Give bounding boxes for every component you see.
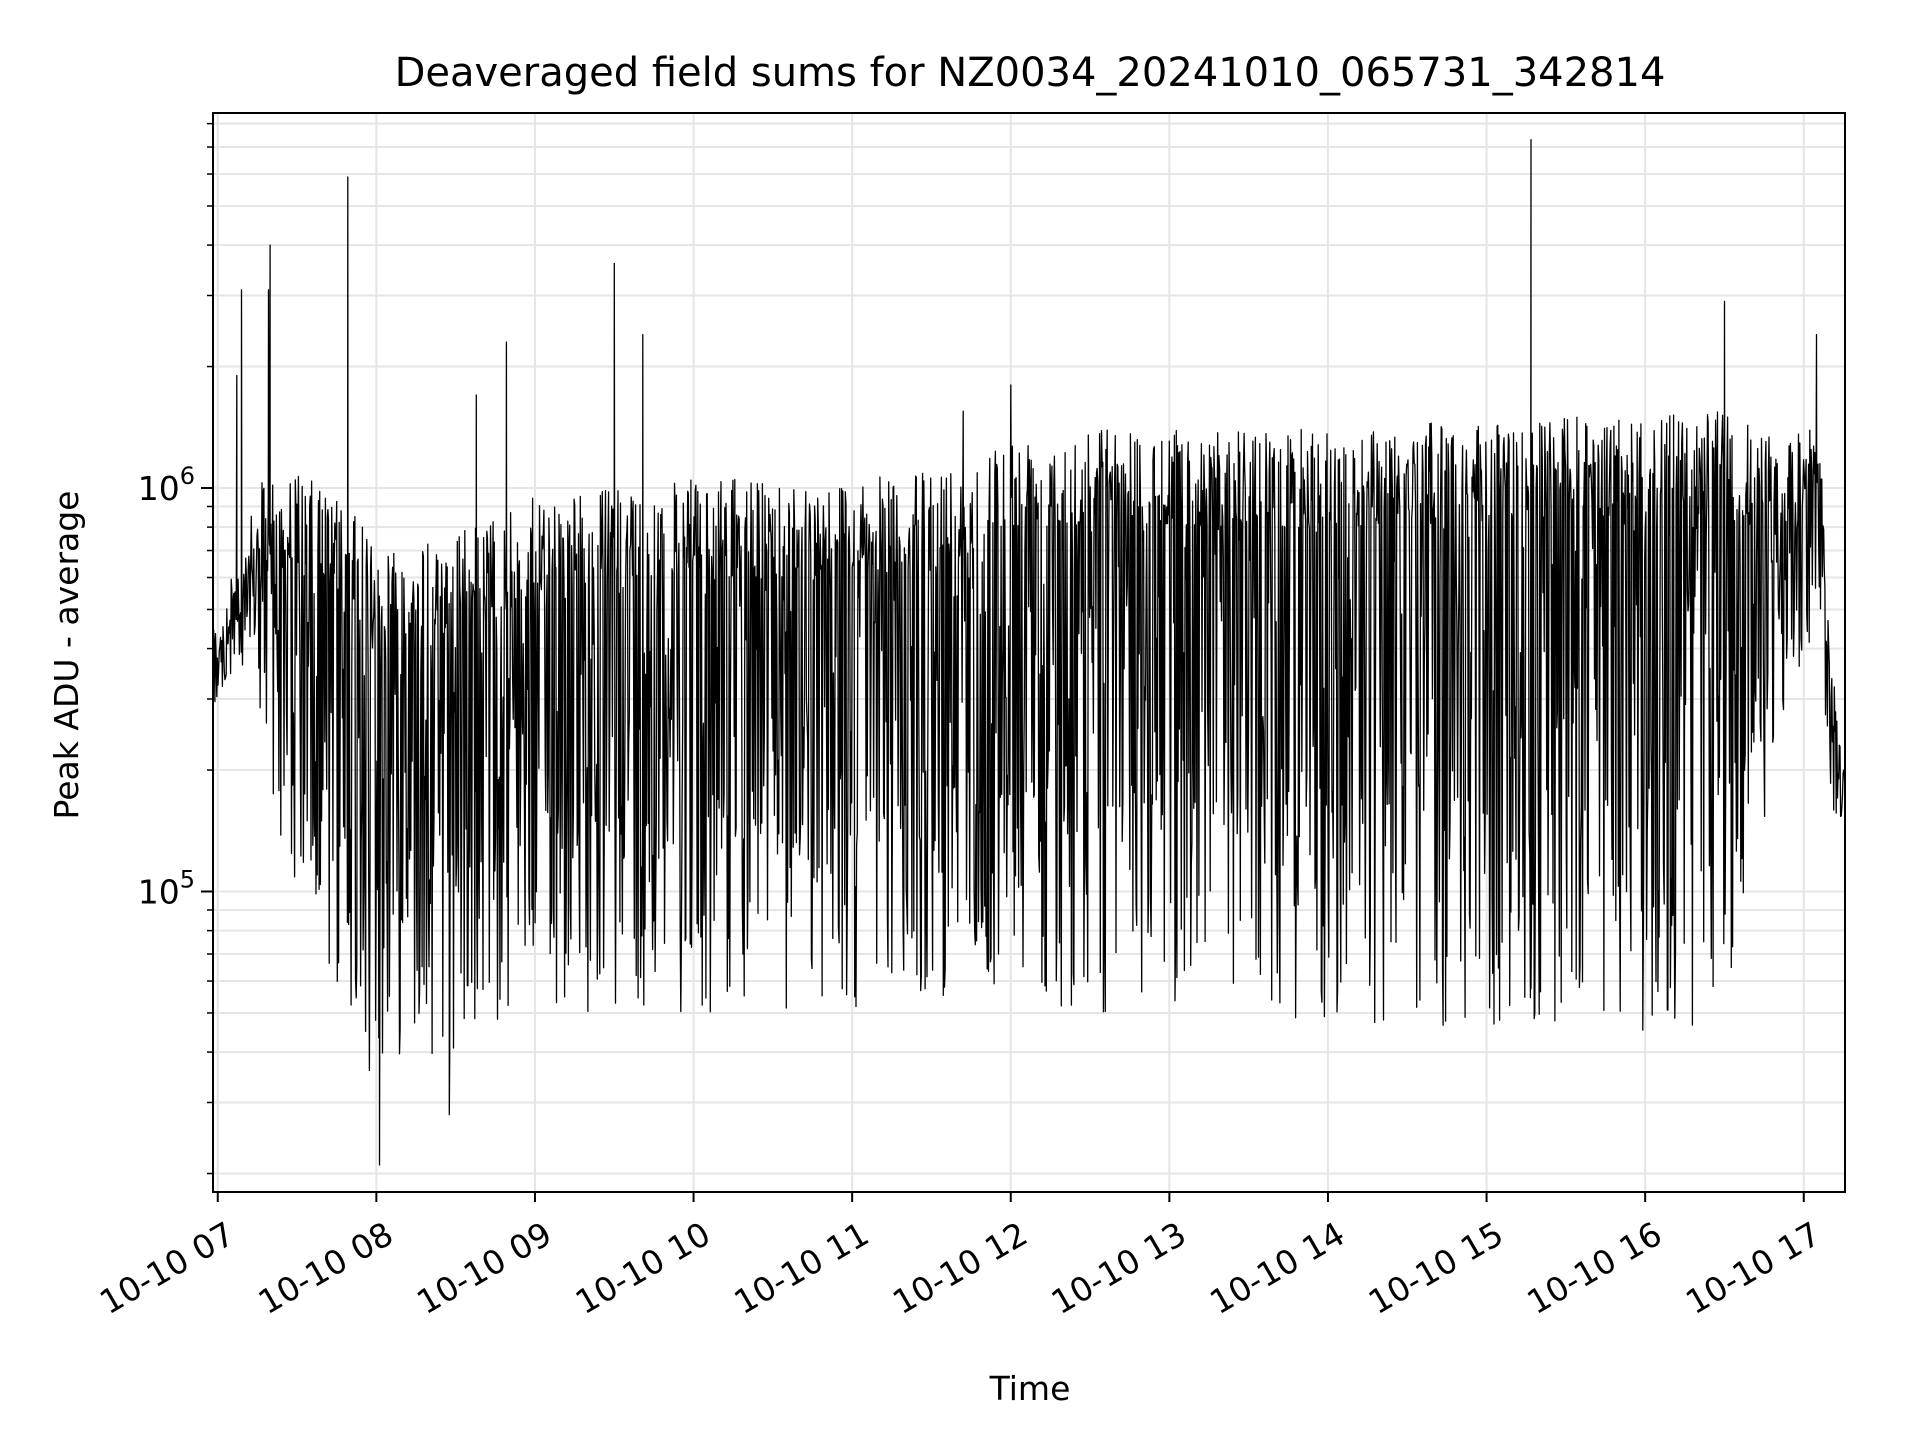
plot-frame [212, 112, 1846, 1193]
x-tick-label-10: 10-10 17 [1679, 1214, 1827, 1322]
y-axis-ticks: 105 106 [138, 122, 213, 1175]
x-tick-label-3: 10-10 10 [569, 1214, 717, 1322]
y-tick-label-0: 105 [138, 866, 195, 912]
x-tick-label-8: 10-10 15 [1362, 1214, 1510, 1322]
x-tick-label-5: 10-10 12 [886, 1214, 1034, 1322]
x-tick-label-6: 10-10 13 [1045, 1214, 1193, 1322]
x-tick-label-4: 10-10 11 [727, 1214, 875, 1322]
series-path [212, 139, 1846, 1166]
y-tick-label-1: 106 [138, 462, 195, 508]
x-axis-label: Time [989, 1369, 1071, 1408]
x-axis-ticks: 10-10 07 10-10 08 10-10 09 10-10 10 10-10 11… [93, 1192, 1827, 1322]
x-tick-label-0: 10-10 07 [93, 1214, 241, 1322]
y-axis-label: Peak ADU - average [47, 491, 86, 820]
x-tick-label-9: 10-10 16 [1520, 1214, 1668, 1322]
x-tick-label-2: 10-10 09 [410, 1214, 558, 1322]
x-tick-label-1: 10-10 08 [252, 1214, 400, 1322]
series-line [212, 139, 1846, 1166]
chart-title: Deaveraged field sums for NZ0034_2024101… [395, 50, 1666, 96]
x-tick-label-7: 10-10 14 [1203, 1214, 1351, 1322]
